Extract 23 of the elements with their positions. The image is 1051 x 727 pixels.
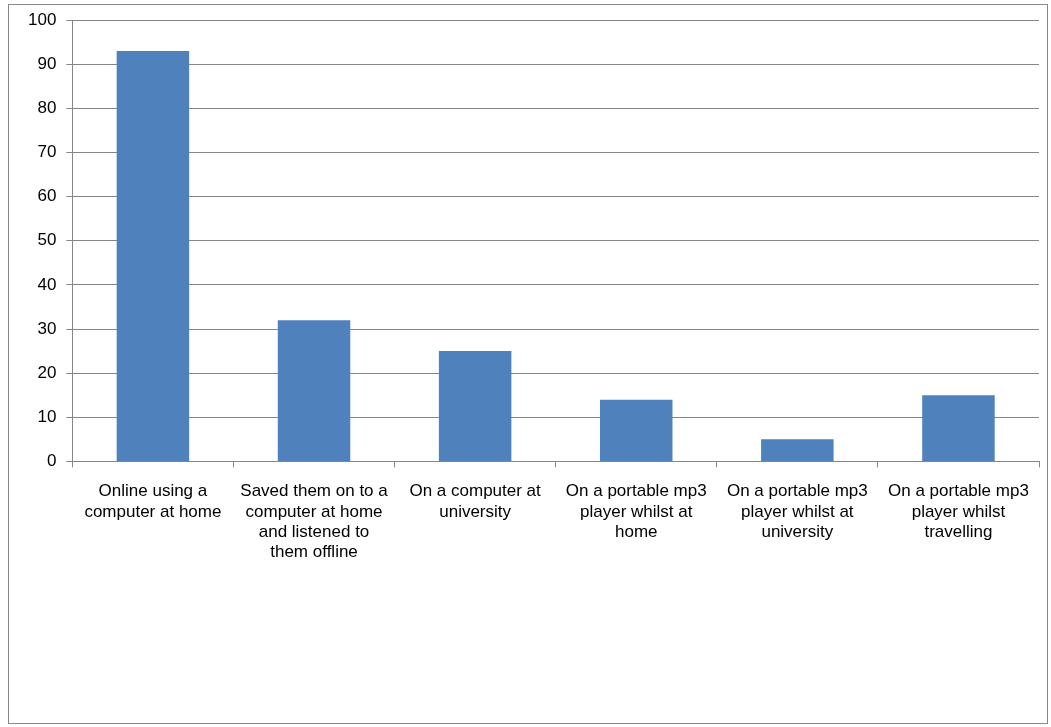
y-tick-label: 100 (27, 9, 57, 29)
bar (761, 439, 834, 461)
y-tick-label: 70 (37, 142, 57, 162)
x-tick-label: On a portable mp3 player whilst travelling (888, 481, 1029, 542)
bar (922, 395, 995, 461)
bar (438, 351, 512, 461)
bar (277, 320, 351, 461)
y-tick-label: 50 (37, 230, 57, 250)
y-tick-label: 0 (46, 451, 57, 471)
y-tick-label: 80 (37, 98, 57, 118)
y-tick-label: 90 (37, 54, 57, 74)
bar (116, 51, 190, 461)
x-tick-label: On a portable mp3 player whilst at home (565, 481, 707, 542)
x-tick-label: On a computer at university (409, 481, 542, 521)
y-tick-label: 10 (37, 406, 57, 426)
y-tick-label: 20 (37, 362, 57, 382)
bar (599, 399, 673, 461)
x-tick-label: Online using a computer at home (84, 481, 222, 521)
y-tick-label: 40 (37, 274, 57, 294)
y-tick-label: 30 (37, 318, 57, 338)
y-tick-label: 60 (37, 186, 57, 206)
x-tick-label: On a portable mp3 player whilst at university (726, 481, 868, 542)
x-tick-label: Saved them on to a computer at home and listened to them offline (240, 481, 389, 562)
